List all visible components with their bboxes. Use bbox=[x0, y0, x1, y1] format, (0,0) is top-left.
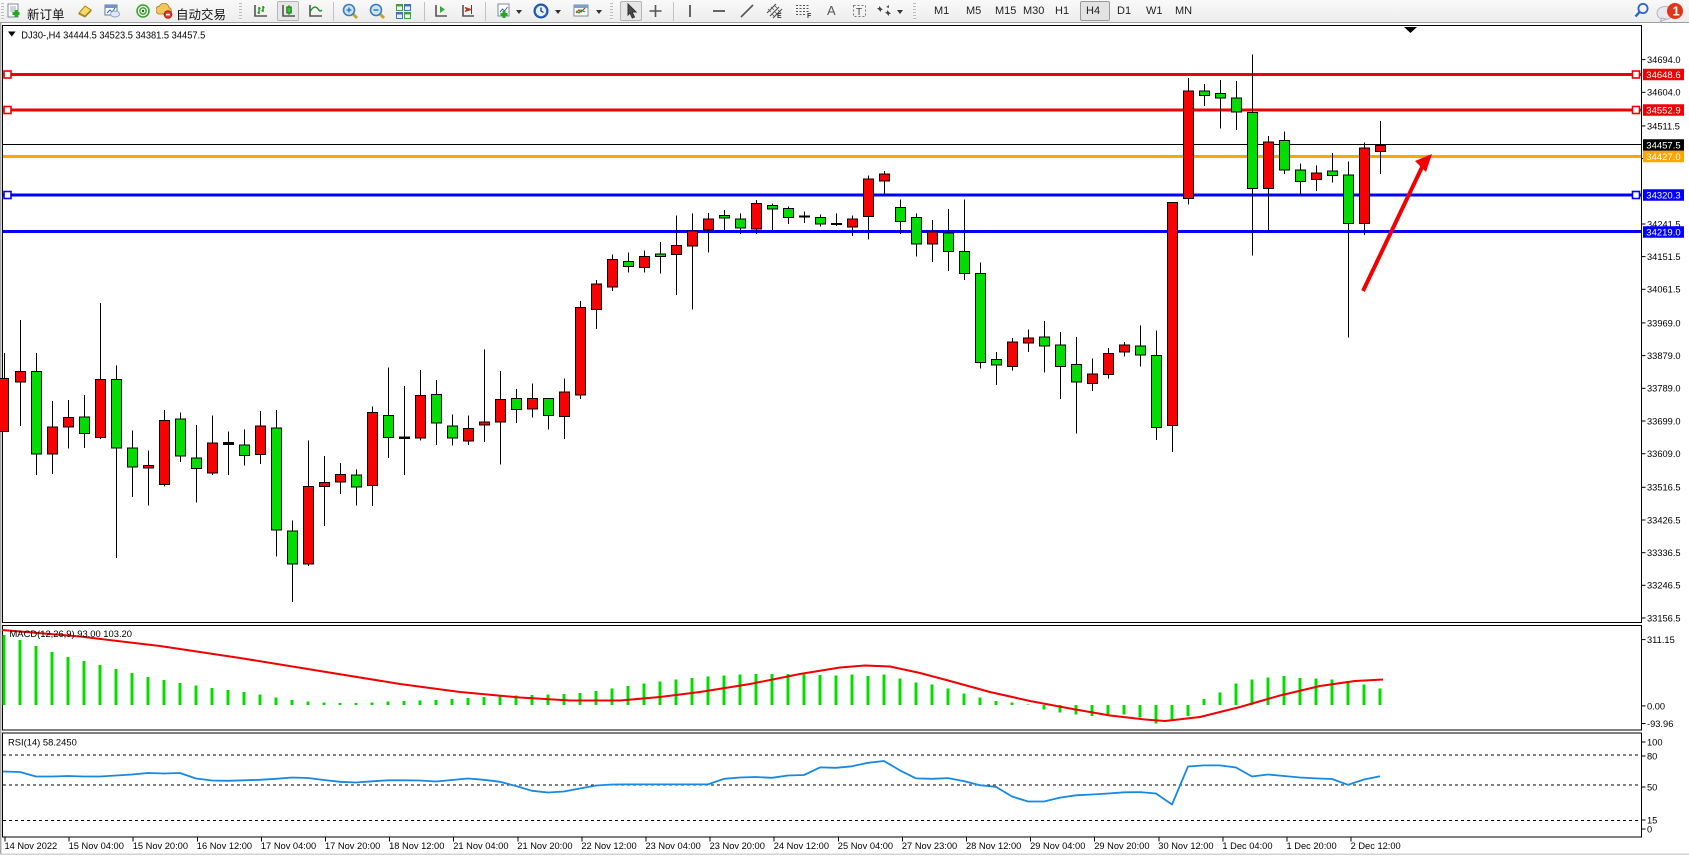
svg-text:100: 100 bbox=[1647, 737, 1663, 747]
svg-text:14 Nov 2022: 14 Nov 2022 bbox=[5, 841, 58, 851]
svg-text:15: 15 bbox=[1647, 815, 1657, 825]
svg-text:-93.96: -93.96 bbox=[1647, 719, 1673, 729]
svg-text:DJ30-,H4 34444.5 34523.5 3438: DJ30-,H4 34444.5 34523.5 34381.5 34457.5 bbox=[21, 31, 205, 42]
svg-text:18 Nov 12:00: 18 Nov 12:00 bbox=[389, 841, 444, 851]
svg-text:1 Dec 20:00: 1 Dec 20:00 bbox=[1287, 841, 1337, 851]
svg-text:34457.5: 34457.5 bbox=[1646, 141, 1680, 152]
svg-text:15 Nov 20:00: 15 Nov 20:00 bbox=[133, 841, 188, 851]
svg-text:27 Nov 23:00: 27 Nov 23:00 bbox=[902, 841, 957, 851]
svg-text:25 Nov 04:00: 25 Nov 04:00 bbox=[838, 841, 893, 851]
svg-text:E: E bbox=[777, 13, 782, 19]
svg-text:F: F bbox=[807, 13, 812, 19]
svg-text:0: 0 bbox=[1647, 824, 1652, 834]
svg-text:311.15: 311.15 bbox=[1647, 635, 1675, 645]
svg-text:24 Nov 12:00: 24 Nov 12:00 bbox=[774, 841, 829, 851]
svg-text:34511.5: 34511.5 bbox=[1647, 121, 1680, 131]
svg-text:1: 1 bbox=[1673, 4, 1680, 19]
svg-text:34604.0: 34604.0 bbox=[1647, 88, 1681, 98]
svg-text:33246.5: 33246.5 bbox=[1647, 581, 1681, 591]
svg-text:MACD(12,26,9) 93.00 103.20: MACD(12,26,9) 93.00 103.20 bbox=[10, 628, 132, 639]
svg-text:33879.0: 33879.0 bbox=[1647, 351, 1681, 361]
svg-text:30 Nov 12:00: 30 Nov 12:00 bbox=[1158, 841, 1213, 851]
svg-text:33336.5: 33336.5 bbox=[1647, 548, 1681, 558]
svg-text:34427.0: 34427.0 bbox=[1646, 152, 1680, 163]
svg-text:15 Nov 04:00: 15 Nov 04:00 bbox=[69, 841, 124, 851]
svg-text:34061.5: 34061.5 bbox=[1647, 285, 1681, 295]
svg-text:2 Dec 12:00: 2 Dec 12:00 bbox=[1351, 841, 1401, 851]
svg-text:34320.3: 34320.3 bbox=[1646, 191, 1680, 202]
svg-text:28 Nov 12:00: 28 Nov 12:00 bbox=[966, 841, 1021, 851]
svg-text:23 Nov 20:00: 23 Nov 20:00 bbox=[710, 841, 765, 851]
svg-text:33699.0: 33699.0 bbox=[1647, 416, 1681, 426]
svg-text:33516.5: 33516.5 bbox=[1647, 483, 1681, 493]
svg-text:80: 80 bbox=[1647, 751, 1657, 761]
svg-text:17 Nov 04:00: 17 Nov 04:00 bbox=[261, 841, 316, 851]
svg-text:33609.0: 33609.0 bbox=[1647, 449, 1681, 459]
svg-text:34694.0: 34694.0 bbox=[1647, 55, 1681, 65]
svg-text:1 Dec 04:00: 1 Dec 04:00 bbox=[1222, 841, 1272, 851]
svg-text:34241.5: 34241.5 bbox=[1647, 219, 1681, 229]
svg-text:33156.5: 33156.5 bbox=[1647, 613, 1681, 623]
svg-text:21 Nov 04:00: 21 Nov 04:00 bbox=[453, 841, 508, 851]
svg-text:34648.6: 34648.6 bbox=[1646, 70, 1680, 81]
svg-text:33969.0: 33969.0 bbox=[1647, 318, 1681, 328]
svg-text:34219.0: 34219.0 bbox=[1646, 228, 1680, 239]
svg-text:T: T bbox=[856, 7, 862, 18]
svg-text:16 Nov 12:00: 16 Nov 12:00 bbox=[197, 841, 252, 851]
svg-text:22 Nov 12:00: 22 Nov 12:00 bbox=[581, 841, 636, 851]
svg-text:RSI(14) 58.2450: RSI(14) 58.2450 bbox=[8, 737, 77, 748]
svg-text:50: 50 bbox=[1647, 782, 1657, 792]
svg-text:33426.5: 33426.5 bbox=[1647, 515, 1681, 525]
svg-text:21 Nov 20:00: 21 Nov 20:00 bbox=[517, 841, 572, 851]
svg-text:23 Nov 04:00: 23 Nov 04:00 bbox=[646, 841, 701, 851]
svg-text:34151.5: 34151.5 bbox=[1647, 252, 1681, 262]
svg-text:0.00: 0.00 bbox=[1647, 701, 1665, 711]
svg-text:17 Nov 20:00: 17 Nov 20:00 bbox=[325, 841, 380, 851]
svg-text:29 Nov 04:00: 29 Nov 04:00 bbox=[1030, 841, 1085, 851]
svg-text:34552.9: 34552.9 bbox=[1646, 106, 1680, 117]
svg-text:33789.0: 33789.0 bbox=[1647, 384, 1681, 394]
svg-text:29 Nov 20:00: 29 Nov 20:00 bbox=[1094, 841, 1149, 851]
